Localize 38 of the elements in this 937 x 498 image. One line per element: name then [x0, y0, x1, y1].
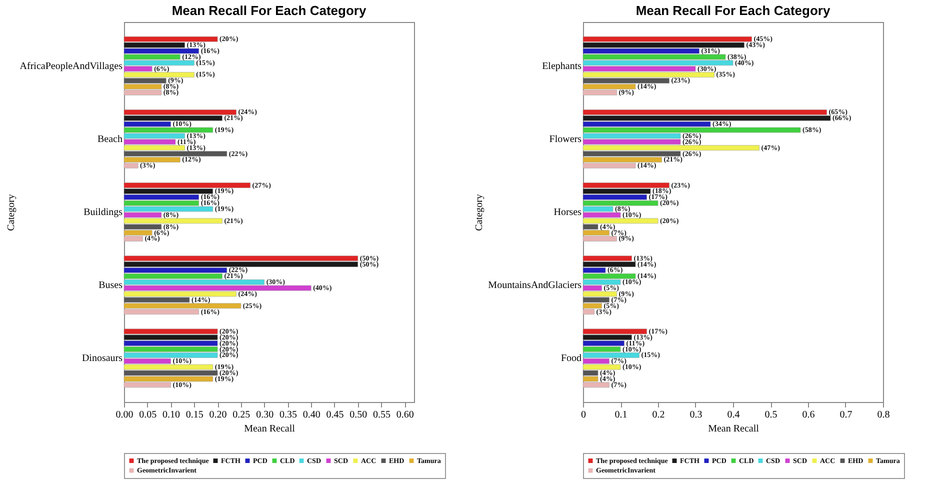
- x-tick-label: 0: [581, 410, 586, 420]
- x-tick-label: 0.3: [690, 410, 702, 420]
- x-tick-label: 0.60: [396, 410, 414, 420]
- x-tick-label: 0.15: [186, 410, 204, 420]
- x-tick-label: 0.25: [232, 410, 250, 420]
- y-tick-label: MountainsAndGlaciers: [488, 280, 582, 292]
- x-tick-label: 0.30: [256, 410, 274, 420]
- x-tick-label: 0.7: [840, 410, 852, 420]
- x-axis-title: Mean Recall: [708, 424, 760, 434]
- x-tick-label: 0.55: [373, 410, 391, 420]
- y-axis-title: Category: [474, 194, 486, 231]
- y-tick-label: AfricaPeopleAndVillages: [20, 60, 123, 72]
- x-tick-label: 0.8: [877, 410, 890, 420]
- x-tick-label: 0.2: [652, 410, 665, 420]
- x-axis-title: Mean Recall: [244, 424, 296, 434]
- x-tick-label: 0.45: [326, 410, 344, 420]
- x-tick-label: 0.4: [727, 410, 740, 420]
- x-tick-label: 0.40: [302, 410, 320, 420]
- y-tick-label: Elephants: [542, 60, 582, 72]
- x-tick-label: 0.35: [279, 410, 297, 420]
- x-tick-label: 0.1: [614, 410, 628, 420]
- x-tick-label: 0.00: [116, 410, 134, 420]
- y-tick-label: Horses: [554, 207, 582, 218]
- x-tick-label: 0.50: [350, 410, 368, 420]
- y-tick-label: Beach: [98, 134, 122, 145]
- y-tick-label: Dinosaurs: [82, 353, 123, 364]
- x-tick-label: 0.20: [209, 410, 227, 420]
- chart-title: Mean Recall For Each Category: [172, 3, 367, 18]
- y-axis-title: Category: [6, 194, 17, 231]
- y-tick-label: Food: [560, 353, 582, 364]
- x-tick-label: 0.10: [162, 410, 180, 420]
- y-tick-label: Buses: [98, 280, 123, 292]
- chart-title: Mean Recall For Each Category: [636, 3, 831, 18]
- x-tick-label: 0.05: [139, 410, 157, 420]
- x-tick-label: 0.6: [802, 410, 815, 420]
- x-tick-label: 0.5: [764, 410, 778, 420]
- y-tick-label: Flowers: [549, 134, 582, 145]
- y-tick-label: Buildings: [84, 207, 123, 218]
